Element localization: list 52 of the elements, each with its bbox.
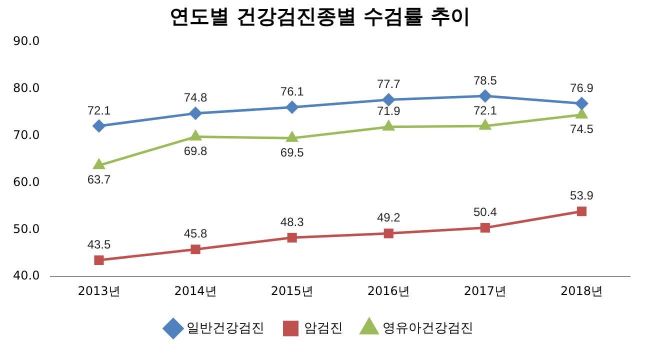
y-tick-label: 40.0 bbox=[13, 268, 40, 283]
data-label: 43.5 bbox=[87, 237, 111, 252]
point bbox=[286, 100, 298, 114]
data-label: 72.1 bbox=[87, 103, 111, 118]
point bbox=[382, 93, 395, 106]
data-label: 74.5 bbox=[570, 122, 594, 136]
data-label: 78.5 bbox=[474, 73, 498, 88]
data-label: 71.9 bbox=[376, 104, 401, 118]
point bbox=[575, 97, 588, 110]
y-tick-label: 60.0 bbox=[13, 174, 40, 189]
y-tick-label: 50.0 bbox=[13, 222, 40, 236]
chart-title: 연도별 건강검진종별 수검률 추이 bbox=[170, 4, 470, 28]
point bbox=[576, 206, 587, 216]
point bbox=[190, 244, 200, 254]
x-tick-label: 2014년 bbox=[174, 284, 217, 298]
y-tick-label: 90.0 bbox=[13, 34, 40, 48]
data-label: 48.3 bbox=[280, 214, 304, 229]
y-tick-label: 70.0 bbox=[13, 128, 40, 142]
point bbox=[92, 120, 106, 132]
data-label: 49.2 bbox=[376, 210, 401, 225]
data-label: 63.7 bbox=[87, 172, 111, 187]
point bbox=[94, 255, 104, 265]
data-label: 53.9 bbox=[570, 188, 594, 203]
legend-label: 암검진 bbox=[304, 320, 343, 336]
data-label: 74.8 bbox=[184, 90, 208, 105]
data-label: 50.4 bbox=[474, 205, 498, 220]
legend-label: 일반건강검진 bbox=[186, 320, 264, 336]
x-tick-label: 2016년 bbox=[367, 284, 410, 298]
data-label: 76.9 bbox=[570, 80, 594, 95]
x-tick-label: 2015년 bbox=[270, 284, 314, 298]
data-label: 72.1 bbox=[474, 103, 498, 118]
point bbox=[576, 108, 588, 118]
point bbox=[189, 107, 202, 120]
point bbox=[383, 120, 394, 131]
data-label: 77.7 bbox=[376, 77, 401, 92]
point bbox=[480, 120, 491, 130]
point bbox=[480, 223, 490, 233]
point bbox=[286, 132, 298, 142]
point bbox=[93, 159, 105, 170]
data-label: 69.5 bbox=[280, 146, 304, 160]
x-tick-label: 2018년 bbox=[560, 284, 603, 298]
data-label: 76.1 bbox=[280, 84, 304, 99]
legend-label: 영유아건강검진 bbox=[382, 320, 474, 336]
point bbox=[478, 90, 492, 102]
data-label: 45.8 bbox=[184, 226, 208, 241]
point bbox=[190, 130, 202, 141]
y-tick-label: 80.0 bbox=[13, 81, 40, 96]
x-tick-label: 2017년 bbox=[464, 284, 506, 298]
x-tick-label: 2013년 bbox=[78, 284, 120, 298]
point bbox=[287, 232, 297, 242]
point bbox=[384, 228, 394, 238]
data-label: 69.8 bbox=[184, 144, 208, 158]
